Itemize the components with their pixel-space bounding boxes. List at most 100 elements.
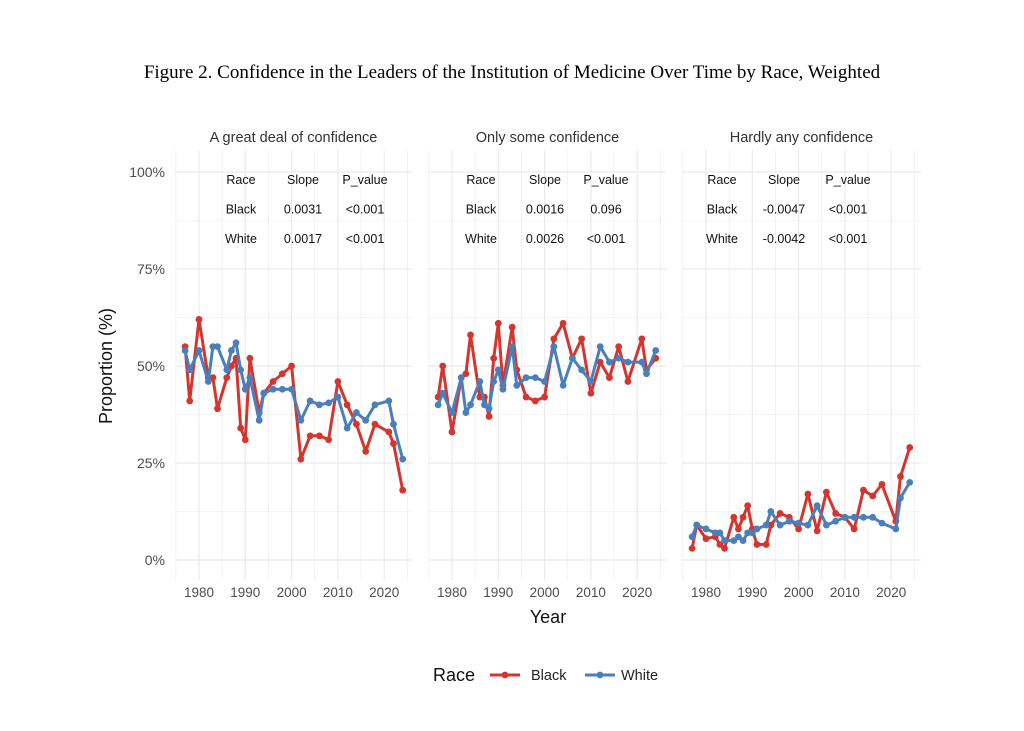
data-point-white: [334, 393, 342, 401]
table-header: P_value: [825, 173, 870, 187]
data-point-white: [297, 416, 305, 424]
table-header: Race: [466, 173, 495, 187]
data-point-white: [850, 513, 858, 521]
data-point-white: [467, 401, 474, 409]
data-point-white: [721, 537, 728, 544]
data-point-black: [541, 393, 548, 401]
data-point-black: [735, 525, 742, 533]
data-point-white: [246, 374, 254, 382]
data-point-white: [615, 354, 623, 362]
data-point-white: [457, 374, 465, 382]
data-point-white: [362, 416, 370, 424]
legend-title: Race: [433, 665, 475, 685]
legend-key-point-white: [596, 671, 604, 679]
data-point-white: [485, 405, 493, 413]
data-point-white: [578, 366, 586, 374]
data-point-white: [869, 513, 877, 521]
data-point-white: [306, 397, 314, 405]
data-point-black: [297, 455, 305, 463]
x-tick-label: 2010: [323, 585, 353, 600]
data-point-white: [513, 382, 521, 389]
data-point-black: [390, 440, 397, 447]
data-point-black: [439, 362, 447, 370]
data-point-white: [462, 409, 470, 416]
data-point-black: [744, 502, 752, 510]
data-point-white: [269, 385, 277, 393]
data-point-black: [762, 541, 770, 548]
data-point-white: [897, 494, 904, 502]
data-point-black: [776, 510, 784, 517]
x-tick-label: 1990: [737, 585, 767, 600]
data-point-white: [204, 378, 212, 385]
y-tick-label: 0%: [145, 552, 165, 568]
table-cell: -0.0047: [763, 203, 805, 217]
data-point-white: [353, 409, 360, 416]
facet-label: Only some confidence: [476, 130, 619, 146]
data-point-black: [906, 444, 914, 451]
data-point-black: [702, 535, 710, 543]
data-point-black: [448, 428, 456, 436]
table-cell: White: [225, 232, 257, 246]
data-point-black: [730, 513, 738, 521]
x-tick-label: 1990: [230, 585, 260, 600]
y-tick-label: 100%: [129, 164, 165, 180]
data-point-black: [578, 335, 586, 343]
table-cell: 0.0031: [284, 203, 322, 217]
y-tick-label: 50%: [137, 358, 165, 374]
y-tick-label: 75%: [137, 261, 165, 277]
data-point-white: [735, 533, 742, 541]
data-point-black: [804, 490, 812, 498]
y-axis-title: Proportion (%): [96, 308, 116, 424]
data-point-white: [693, 521, 701, 529]
data-point-white: [892, 525, 900, 533]
table-cell: 0.0026: [526, 232, 564, 246]
table-cell: <0.001: [829, 232, 868, 246]
data-point-white: [214, 343, 221, 350]
data-point-white: [716, 529, 724, 537]
table-cell: <0.001: [346, 232, 385, 246]
x-tick-label: 2020: [622, 585, 652, 600]
data-point-white: [343, 424, 351, 432]
data-point-black: [753, 541, 761, 548]
data-point-black: [195, 316, 203, 323]
data-point-white: [325, 399, 333, 407]
data-point-black: [385, 428, 393, 436]
data-point-black: [850, 525, 858, 533]
data-point-black: [325, 436, 333, 444]
data-point-black: [462, 370, 470, 378]
data-point-white: [232, 339, 240, 347]
data-point-white: [531, 374, 539, 382]
data-point-white: [448, 409, 456, 416]
data-point-white: [541, 378, 548, 385]
data-point-black: [897, 473, 904, 480]
data-point-black: [371, 420, 379, 428]
x-tick-label: 2020: [369, 585, 399, 600]
data-point-white: [832, 517, 840, 525]
data-point-white: [841, 513, 849, 521]
data-point-white: [906, 479, 914, 486]
data-point-white: [739, 537, 747, 544]
x-axis-title: Year: [530, 607, 566, 627]
data-point-white: [762, 521, 770, 529]
data-point-black: [869, 492, 877, 500]
data-point-white: [643, 370, 650, 378]
table-cell: White: [465, 232, 497, 246]
data-point-black: [624, 378, 632, 385]
data-point-white: [804, 521, 812, 529]
data-point-white: [587, 378, 595, 385]
facet-label: Hardly any confidence: [730, 130, 873, 146]
data-point-black: [531, 397, 539, 405]
data-point-white: [237, 366, 245, 374]
data-point-black: [278, 370, 286, 378]
x-tick-label: 2010: [576, 585, 606, 600]
data-point-white: [490, 378, 498, 385]
data-point-black: [716, 541, 724, 548]
data-point-black: [209, 374, 217, 382]
data-point-white: [730, 537, 738, 544]
data-point-white: [288, 385, 295, 393]
data-point-black: [241, 436, 249, 444]
data-point-white: [255, 416, 263, 424]
data-point-white: [439, 389, 447, 397]
table-cell: Black: [466, 203, 497, 217]
